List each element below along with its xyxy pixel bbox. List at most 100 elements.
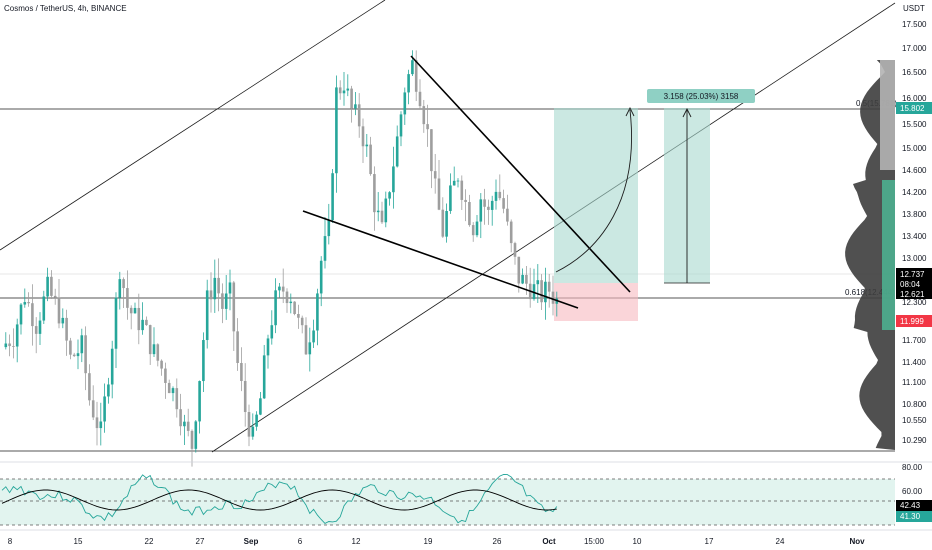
- candle-body: [494, 191, 498, 201]
- candle-body: [171, 388, 175, 394]
- candle-body: [141, 319, 144, 331]
- candle-body: [243, 380, 247, 413]
- candle-body: [433, 171, 437, 179]
- candle-series: [4, 50, 559, 467]
- candle-body: [270, 325, 274, 339]
- time-tick-label: 22: [145, 537, 154, 546]
- candle-body: [525, 274, 528, 284]
- candle-body: [551, 291, 555, 304]
- candle-body: [8, 343, 11, 347]
- time-tick-label: 10: [633, 537, 642, 546]
- candle-body: [240, 362, 243, 381]
- candle-body: [490, 200, 494, 210]
- measure-label: 3.158 (25.03%) 3158: [664, 92, 739, 101]
- time-tick-label: Sep: [244, 537, 259, 546]
- candle-body: [152, 344, 156, 355]
- candle-body: [498, 191, 502, 199]
- candle-body: [255, 414, 258, 427]
- price-tick-label: 13.800: [902, 210, 927, 219]
- candle-body: [31, 303, 34, 327]
- candle-body: [183, 421, 186, 427]
- candle-body: [217, 277, 220, 294]
- candle-body: [319, 260, 323, 294]
- candle-body: [544, 281, 547, 303]
- candle-body: [110, 348, 114, 385]
- wedge-lower-line: [302, 210, 579, 309]
- price-tick-label: 11.100: [902, 378, 926, 387]
- price-tick-label: 11.700: [902, 336, 926, 345]
- candle-body: [373, 174, 376, 213]
- candle-body: [350, 88, 353, 109]
- candle-body: [129, 307, 133, 314]
- candle-body: [456, 180, 460, 182]
- candle-body: [399, 114, 403, 137]
- current-price-tag: [896, 268, 932, 290]
- price-tick-label: 15.500: [902, 120, 927, 129]
- candle-body: [376, 210, 380, 213]
- price-tick-label: 10.290: [902, 436, 927, 445]
- candle-body: [365, 144, 369, 147]
- candle-body: [547, 281, 551, 292]
- candle-body: [338, 87, 342, 94]
- candle-body: [388, 192, 391, 199]
- candle-body: [91, 400, 95, 418]
- rsi-band: [0, 479, 895, 525]
- time-tick-label: 19: [424, 537, 433, 546]
- price-tick-label: 10.800: [902, 400, 927, 409]
- candle-body: [342, 90, 346, 94]
- candle-body: [46, 276, 49, 297]
- candle-body: [118, 279, 122, 298]
- candle-body: [221, 293, 224, 309]
- candle-body: [247, 412, 251, 437]
- candle-body: [422, 106, 426, 125]
- candle-body: [506, 208, 509, 222]
- candle-body: [42, 296, 46, 321]
- candle-body: [426, 124, 429, 130]
- candle-body: [502, 198, 505, 209]
- candle-body: [76, 353, 80, 357]
- upper-profile: [880, 60, 895, 170]
- rsi-value-tag: [896, 511, 932, 522]
- stop-price-tag-text: 11.999: [900, 317, 924, 326]
- candle-body: [213, 277, 217, 300]
- price-tick-label: 14.600: [902, 166, 927, 175]
- candle-body: [156, 344, 160, 361]
- candle-body: [19, 304, 23, 325]
- rsi-ma-tag-text: 42.43: [900, 501, 921, 510]
- current-price-text: 12.737: [900, 270, 925, 279]
- candle-body: [281, 286, 285, 292]
- candle-body: [540, 280, 543, 303]
- target-zone: [554, 108, 638, 283]
- candle-body: [12, 346, 15, 347]
- candle-body: [414, 60, 418, 92]
- candle-body: [384, 198, 388, 223]
- candle-body: [437, 178, 441, 210]
- candle-body: [50, 276, 53, 296]
- measure-label-box: [647, 89, 755, 103]
- candle-body: [331, 173, 334, 221]
- candle-body: [361, 126, 365, 147]
- candle-body: [380, 210, 384, 223]
- price-tick-label: 16.500: [902, 68, 927, 77]
- time-tick-label: Oct: [542, 537, 556, 546]
- candle-body: [487, 206, 490, 210]
- candle-body: [15, 324, 19, 347]
- candle-body: [285, 291, 289, 304]
- candle-body: [407, 74, 410, 93]
- currency-label: USDT: [903, 4, 925, 13]
- candle-body: [34, 326, 38, 334]
- candle-body: [164, 368, 167, 383]
- projection-arrowhead: [625, 106, 635, 117]
- candle-body: [194, 421, 198, 449]
- candle-body: [88, 373, 91, 401]
- candle-body: [122, 279, 125, 289]
- candle-body: [346, 88, 350, 91]
- candle-body: [369, 144, 372, 175]
- measure-arrowhead: [682, 107, 692, 118]
- candle-body: [133, 307, 137, 314]
- price-tick-label: 13.400: [902, 232, 927, 241]
- candle-body: [323, 236, 327, 261]
- candle-body: [357, 104, 361, 127]
- candle-body: [236, 331, 239, 363]
